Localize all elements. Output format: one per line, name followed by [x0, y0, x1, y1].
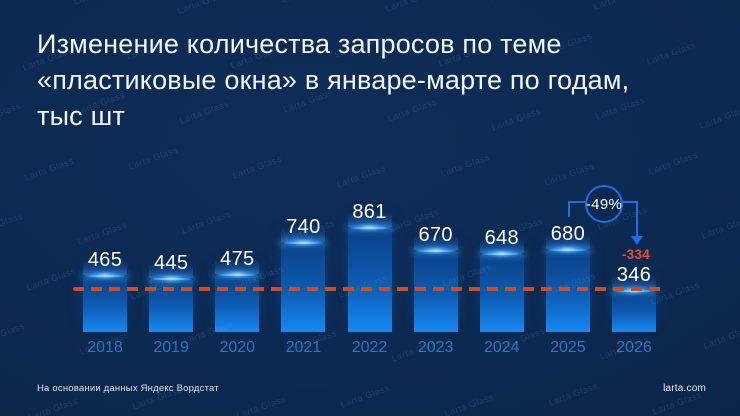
bar-year-label-2022: 2022	[351, 339, 388, 356]
bar-2018	[83, 260, 127, 332]
bar-year-label-2025: 2025	[550, 339, 586, 356]
bar-year-label-2019: 2019	[153, 339, 189, 356]
title-line-2: «пластиковые окна» в январе-марте по год…	[37, 65, 630, 95]
bar-top-glow	[351, 223, 388, 232]
bar-year-label-2024: 2024	[483, 339, 520, 356]
bar-value-label-2025: 680	[550, 223, 586, 245]
data-source-note: На основании данных Яндекс Вордстат	[37, 383, 219, 394]
bar-2022	[347, 212, 392, 332]
page-title: Изменение количества запросов по теме «п…	[37, 26, 629, 134]
bar-top-glow	[218, 270, 256, 279]
bar-top-glow	[483, 249, 521, 258]
bar-top-glow	[284, 238, 322, 247]
bar-year-label-2020: 2020	[219, 339, 256, 356]
bar-value-label-2026: 346	[616, 264, 652, 286]
site-label: larta.com	[663, 383, 706, 394]
bar-value-label-2022: 861	[352, 201, 387, 223]
bar-2020	[215, 259, 260, 332]
bar-year-label-2018: 2018	[87, 339, 123, 356]
bar-2023	[413, 235, 458, 332]
bar-year-label-2023: 2023	[417, 339, 454, 356]
bar-2024	[479, 238, 524, 332]
title-line-1: Изменение количества запросов по теме	[37, 29, 562, 59]
bar-value-label-2023: 670	[418, 224, 453, 246]
bar-value-label-2020: 475	[220, 248, 255, 270]
bar-year-label-2026: 2026	[616, 339, 652, 356]
bar-year-label-2021: 2021	[285, 339, 322, 356]
bar-top-glow	[417, 246, 455, 255]
bar-value-label-2019: 445	[153, 252, 189, 274]
bar-value-label-2021: 740	[286, 216, 321, 238]
bar-top-glow	[549, 245, 587, 254]
bar-2026	[612, 275, 656, 332]
title-line-3: тыс шт	[37, 101, 126, 131]
reference-dashed-line	[73, 287, 667, 291]
bar-top-glow	[152, 274, 190, 283]
bar-top-glow	[86, 271, 124, 280]
bar-value-label-2018: 465	[87, 249, 123, 271]
bar-value-label-2024: 648	[484, 227, 519, 249]
